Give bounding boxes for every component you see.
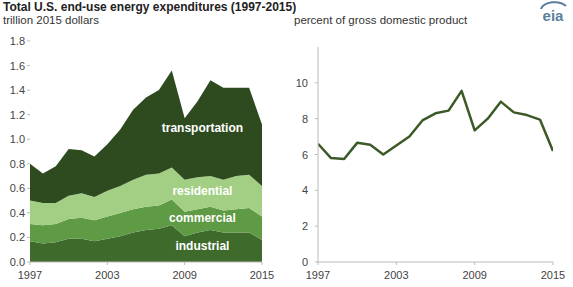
x-tick-label: 2009 [462, 269, 486, 281]
subtitle: percent of gross domestic product [294, 14, 468, 26]
x-tick-label: 2015 [250, 269, 274, 281]
chart: percent of gross domestic product 0 2 4 6 8 10… [294, 14, 565, 281]
y-tick-label: 0.8 [10, 158, 25, 170]
area-transportation [30, 70, 262, 203]
title: Total U.S. end-use energy expenditures (… [3, 0, 296, 14]
y-tick [27, 90, 30, 91]
x-tick-label: 2003 [384, 269, 408, 281]
plot-area [318, 91, 553, 159]
y-tick [27, 114, 30, 115]
y-tick-label: 0.0 [10, 256, 25, 268]
y-tick-label: 0.6 [10, 182, 25, 194]
y-tick-label: 2 [302, 220, 308, 232]
series-label: commercial [169, 211, 236, 225]
plot-area [30, 70, 262, 262]
y-tick-label: 1.2 [10, 109, 25, 121]
y-axis [318, 47, 319, 262]
y-tick-label: 0.2 [10, 231, 25, 243]
x-tick-label: 2003 [95, 269, 119, 281]
x-tick-label: 1997 [306, 269, 330, 281]
y-tick [27, 237, 30, 238]
y-tick-label: 6 [302, 149, 308, 161]
x-tick-label: 2015 [541, 269, 565, 281]
y-tick [27, 163, 30, 164]
logo-text: eia [543, 7, 565, 24]
series-label: residential [172, 184, 232, 198]
series-label: industrial [175, 239, 229, 253]
logo: eia [541, 2, 566, 24]
y-tick-label: 1.4 [10, 84, 25, 96]
y-tick [27, 188, 30, 189]
subtitle: trillion 2015 dollars [3, 14, 99, 26]
x-tick-label: 1997 [18, 269, 42, 281]
line [318, 91, 553, 159]
y-tick-label: 10 [296, 77, 308, 89]
y-tick [27, 139, 30, 140]
y-tick-label: 1.0 [10, 133, 25, 145]
chart: trillion 2015 dollars 0.0 0.2 0.4 0.6 0.8 1.0 1… [3, 14, 274, 281]
x-tick-label: 2009 [172, 269, 196, 281]
y-tick-label: 0 [302, 256, 308, 268]
y-tick-label: 1.6 [10, 60, 25, 72]
y-tick-label: 0.4 [10, 207, 25, 219]
y-tick-label: 1.8 [10, 35, 25, 47]
y-tick [27, 212, 30, 213]
y-tick [27, 65, 30, 66]
x-axis [30, 262, 262, 263]
y-tick-label: 4 [302, 184, 308, 196]
page: Total U.S. end-use energy expenditures (… [0, 0, 573, 287]
x-axis [318, 262, 553, 263]
y-tick-label: 8 [302, 113, 308, 125]
y-tick [27, 41, 30, 42]
series-label: transportation [162, 121, 243, 135]
